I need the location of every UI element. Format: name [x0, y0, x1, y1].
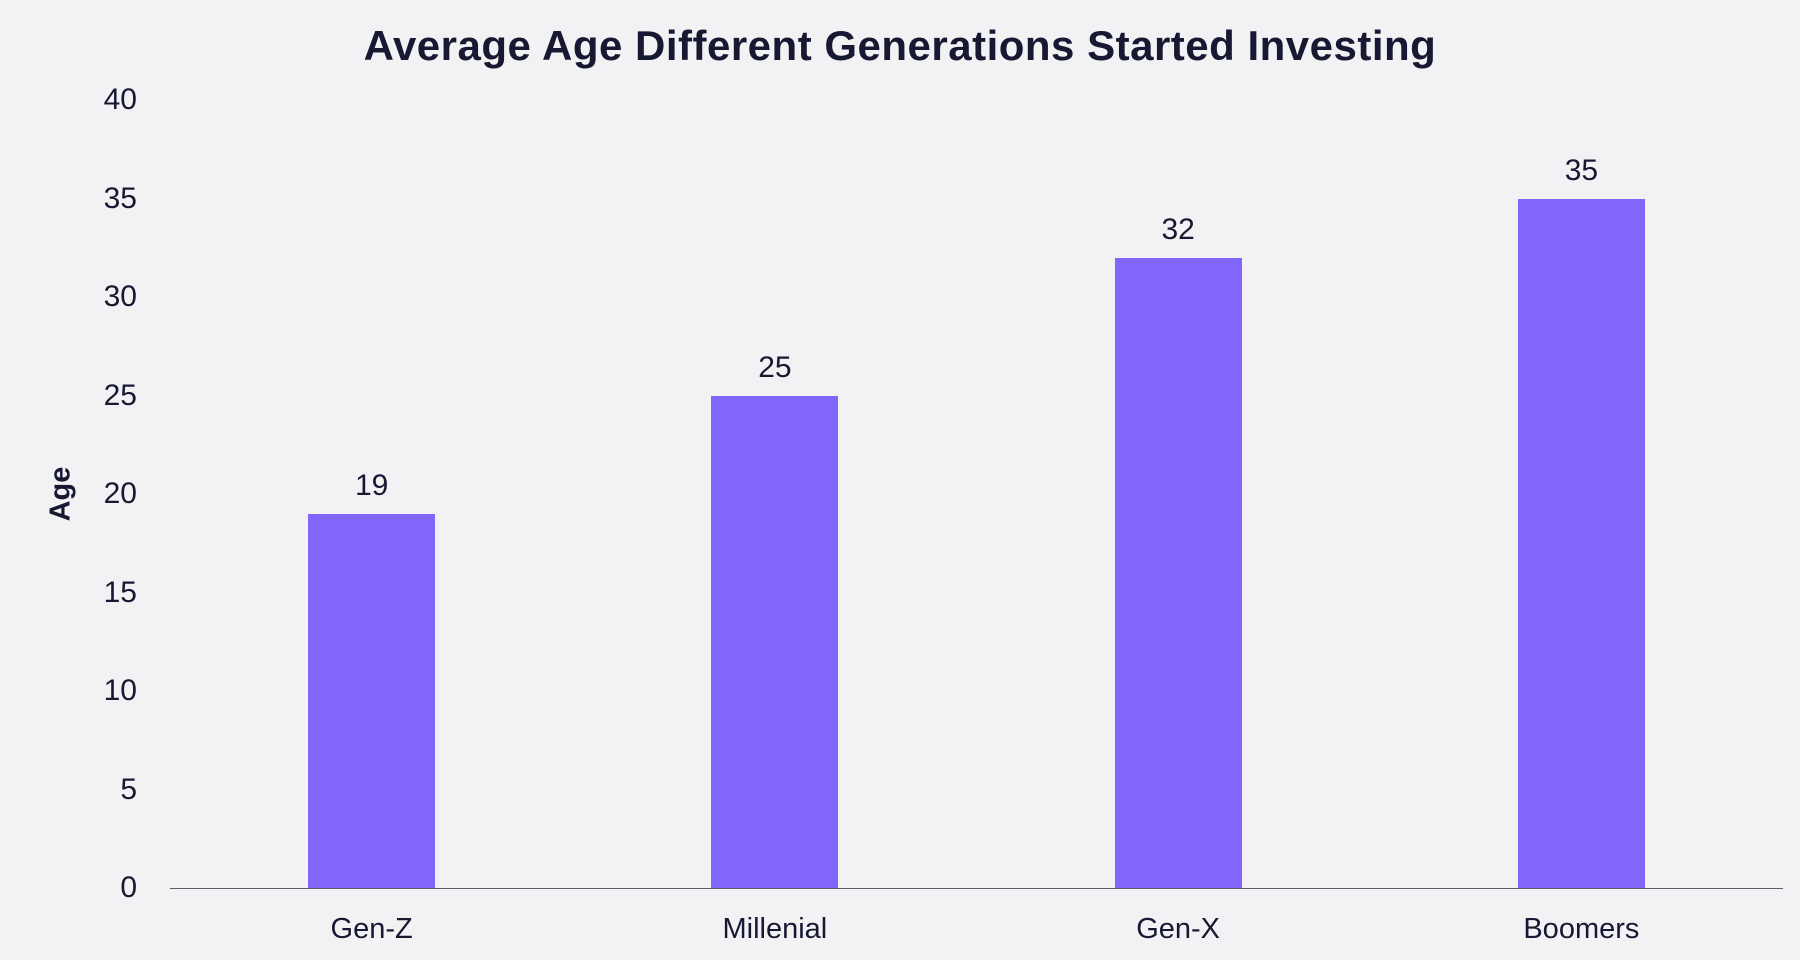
y-tick-label: 35 — [103, 181, 137, 215]
y-tick-label: 20 — [103, 477, 137, 510]
y-axis-ticks: 0 5 10 15 20 25 30 35 40 — [0, 85, 137, 903]
y-tick-label: 0 — [120, 871, 137, 904]
bar-value-label: 35 — [1564, 153, 1599, 187]
y-tick-label: 40 — [103, 83, 137, 116]
bar-value-label: 32 — [1161, 212, 1195, 246]
y-tick-label: 5 — [120, 772, 137, 806]
bar-slot: 32 — [977, 212, 1380, 888]
bar — [711, 395, 839, 888]
y-tick-label: 15 — [103, 575, 137, 609]
x-tick-label: Gen-Z — [330, 913, 413, 945]
bar — [1114, 257, 1242, 888]
x-axis-labels: Gen-Z Millenial Gen-X Boomers — [170, 912, 1783, 946]
bar-value-label: 25 — [758, 350, 792, 384]
bar — [1517, 198, 1645, 888]
x-tick-label: Boomers — [1523, 913, 1640, 945]
bar-slot: 35 — [1380, 153, 1783, 888]
bar — [308, 513, 436, 888]
plot-area: 19 25 32 35 — [170, 100, 1783, 889]
x-tick-label: Millenial — [722, 913, 828, 945]
bar-value-label: 19 — [354, 468, 389, 502]
x-tick-label: Gen-X — [1136, 913, 1221, 945]
bar-slot: 25 — [573, 350, 976, 888]
bar-slot: 19 — [170, 468, 573, 888]
y-tick-label: 30 — [103, 280, 137, 313]
chart-title: Average Age Different Generations Starte… — [363, 22, 1437, 69]
y-tick-label: 25 — [103, 378, 137, 412]
y-tick-label: 10 — [103, 674, 137, 707]
